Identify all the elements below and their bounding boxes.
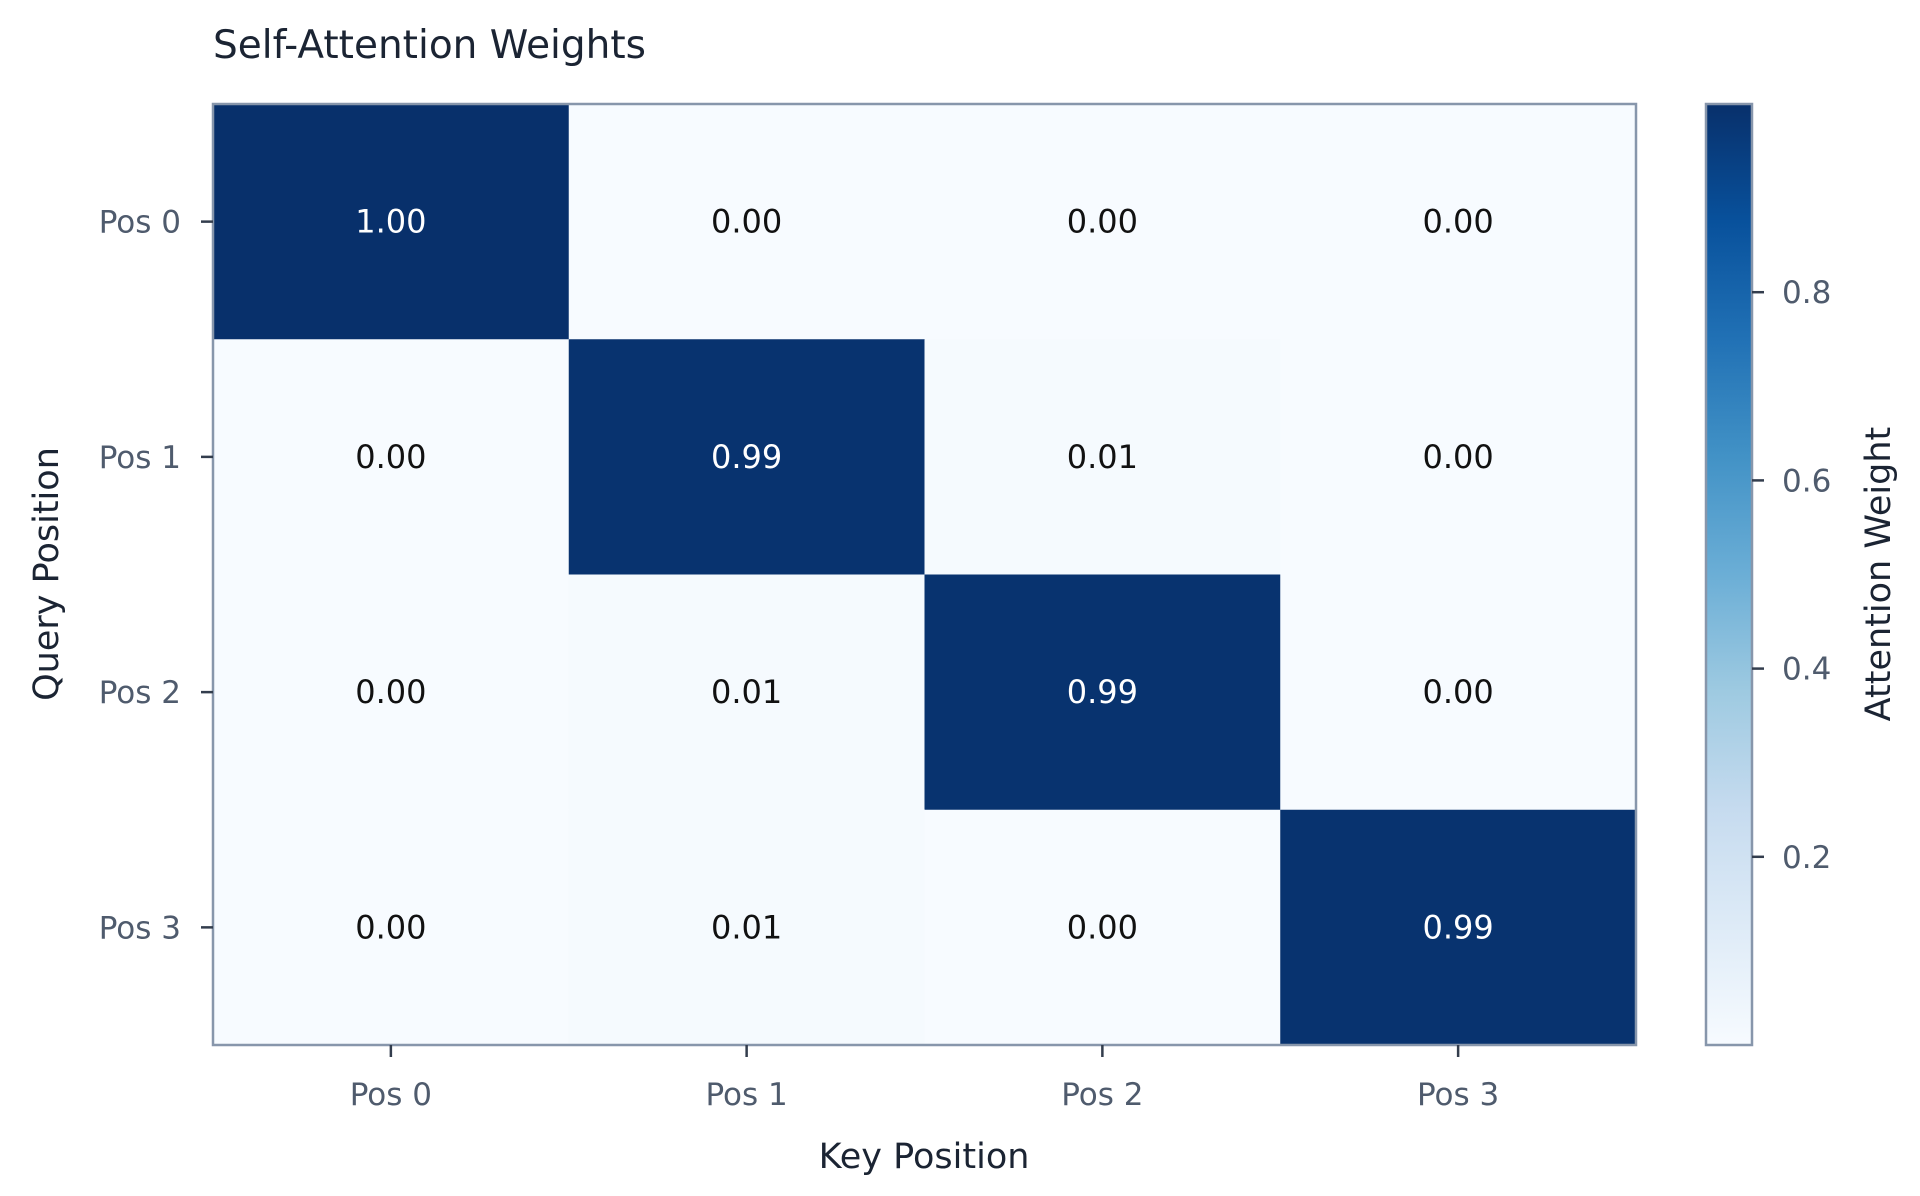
colorbar-tick-label: 0.8 (1782, 275, 1831, 311)
y-tick-label: Pos 1 (99, 440, 181, 476)
heatmap-cell-r1-c3 (1280, 339, 1637, 575)
x-tick-label: Pos 3 (1417, 1077, 1499, 1113)
cell-value-label-r0-c2: 0.00 (1067, 203, 1138, 241)
heatmap-cell-r3-c0 (213, 809, 570, 1046)
cell-value-label-r3-c1: 0.01 (711, 908, 782, 946)
colorbar-ticks: 0.2 0.4 0.6 0.8 (1752, 275, 1831, 876)
heatmap-cell-r2-c1 (568, 574, 925, 811)
cell-value-label-r3-c0: 0.00 (355, 908, 426, 946)
cell-value-label-r0-c0: 1.00 (355, 203, 426, 241)
cell-value-label-r0-c1: 0.00 (711, 203, 782, 241)
heatmap-cell-r1-c2 (924, 339, 1281, 575)
heatmap-cells (213, 104, 1637, 1046)
y-tick-label: Pos 0 (99, 205, 181, 241)
heatmap-cell-r2-c3 (1280, 574, 1637, 811)
colorbar-tick-label: 0.2 (1782, 840, 1831, 876)
cell-value-label-r1-c0: 0.00 (355, 438, 426, 476)
x-axis-ticks: Pos 0 Pos 1 Pos 2 Pos 3 (350, 1045, 1499, 1113)
heatmap-cell-r1-c0 (213, 339, 570, 575)
colorbar-label: Attention Weight (1859, 427, 1899, 722)
colorbar (1704, 102, 1754, 1047)
colorbar-tick-label: 0.6 (1782, 463, 1831, 499)
heatmap-cell-r0-c0 (213, 104, 570, 340)
cell-value-label-r2-c3: 0.00 (1423, 673, 1494, 711)
plot-frame (211, 102, 1638, 1047)
cell-value-label-r3-c3: 0.99 (1423, 908, 1494, 946)
heatmap-cell-r3-c3 (1280, 809, 1637, 1046)
x-tick-label: Pos 1 (705, 1077, 787, 1113)
cell-value-label-r1-c2: 0.01 (1067, 438, 1138, 476)
heatmap-cell-r2-c0 (213, 574, 570, 811)
heatmap-cell-r0-c1 (568, 104, 925, 340)
chart-title: Self-Attention Weights (213, 23, 646, 68)
cell-value-label-r2-c2: 0.99 (1067, 673, 1138, 711)
heatmap-cell-r1-c1 (568, 339, 925, 575)
x-tick-label: Pos 2 (1061, 1077, 1143, 1113)
cell-value-label-r1-c1: 0.99 (711, 438, 782, 476)
x-axis-label: Key Position (819, 1137, 1030, 1177)
y-tick-label: Pos 2 (99, 675, 181, 711)
colorbar-tick-label: 0.4 (1782, 652, 1831, 688)
heatmap-cell-r0-c2 (924, 104, 1281, 340)
heatmap-cell-r3-c1 (568, 809, 925, 1046)
heatmap-cell-r2-c2 (924, 574, 1281, 811)
x-tick-label: Pos 0 (350, 1077, 432, 1113)
heatmap-value-labels: 1.00 0.00 0.00 0.00 0.00 0.99 0.01 0.00 0.00 0.01… (355, 203, 1494, 947)
cell-value-label-r0-c3: 0.00 (1423, 203, 1494, 241)
cell-value-label-r2-c1: 0.01 (711, 673, 782, 711)
heatmap-cell-r0-c3 (1280, 104, 1637, 340)
cell-value-label-r3-c2: 0.00 (1067, 908, 1138, 946)
y-axis-label: Query Position (27, 447, 67, 701)
y-axis-ticks: Pos 0 Pos 1 Pos 2 Pos 3 (99, 205, 213, 946)
y-tick-label: Pos 3 (99, 910, 181, 946)
heatmap-cell-r3-c2 (924, 809, 1281, 1046)
cell-value-label-r1-c3: 0.00 (1423, 438, 1494, 476)
cell-value-label-r2-c0: 0.00 (355, 673, 426, 711)
